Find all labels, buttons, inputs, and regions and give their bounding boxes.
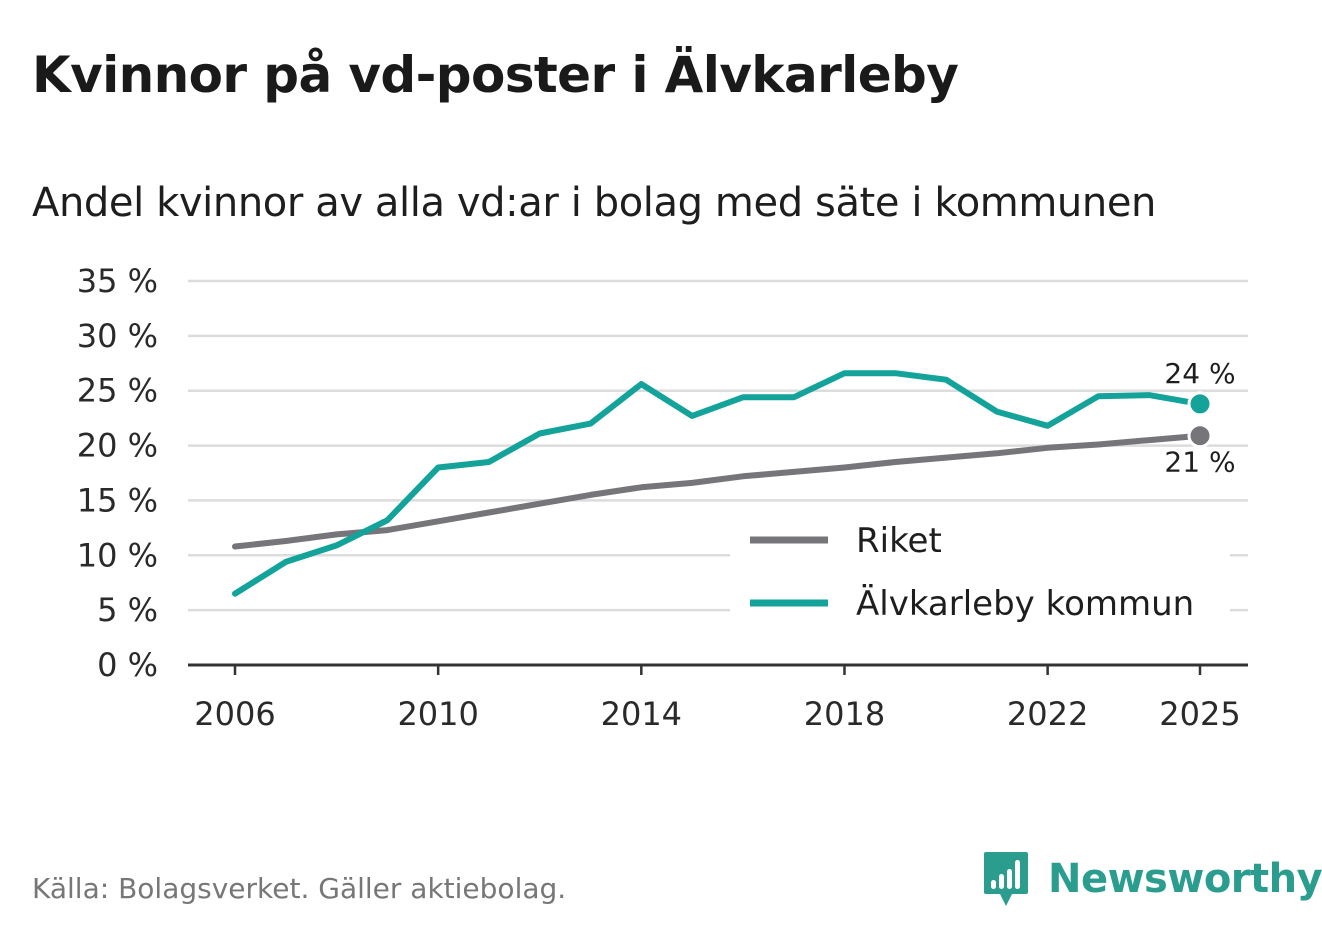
y-tick-label: 30 % xyxy=(77,317,158,355)
chart-subtitle: Andel kvinnor av alla vd:ar i bolag med … xyxy=(32,180,1156,226)
x-tick-label: 2018 xyxy=(804,695,885,733)
series-lines xyxy=(232,370,1213,597)
end-dot-riket xyxy=(1187,423,1213,449)
legend-label-alvkarleby: Älvkarleby kommun xyxy=(856,584,1194,624)
legend: Riket Älvkarleby kommun xyxy=(730,515,1230,643)
x-tick-label: 2022 xyxy=(1007,695,1088,733)
series-line-alvkarleby xyxy=(232,370,1203,597)
legend-background xyxy=(730,515,1230,643)
brand-name: Newsworthy xyxy=(1048,856,1322,902)
x-tick-label: 2010 xyxy=(397,695,478,733)
bar-chart-speech-bubble-icon xyxy=(984,852,1028,906)
source-note: Källa: Bolagsverket. Gäller aktiebolag. xyxy=(32,872,567,905)
y-tick-label: 20 % xyxy=(77,427,158,465)
y-tick-label: 25 % xyxy=(77,372,158,410)
y-tick-label: 0 % xyxy=(97,646,158,684)
chart-title: Kvinnor på vd-poster i Älvkarleby xyxy=(32,46,959,104)
y-tick-label: 15 % xyxy=(77,481,158,519)
series-line-riket xyxy=(232,432,1203,550)
y-tick-label: 35 % xyxy=(77,262,158,300)
y-axis-ticks: 0 % 5 % 10 % 15 % 20 % 25 % 30 % 35 % xyxy=(77,262,158,684)
end-label-riket: 21 % xyxy=(1164,446,1235,479)
x-axis-ticks: 2006 2010 2014 2018 2022 2025 xyxy=(194,665,1241,733)
x-tick-label: 2006 xyxy=(194,695,275,733)
end-label-alvkarleby: 24 % xyxy=(1164,357,1235,390)
x-tick-label: 2025 xyxy=(1159,695,1240,733)
end-dot-alvkarleby xyxy=(1187,391,1213,417)
y-tick-label: 10 % xyxy=(77,536,158,574)
y-tick-label: 5 % xyxy=(97,591,158,629)
x-tick-label: 2014 xyxy=(601,695,682,733)
end-labels: 21 % 24 % xyxy=(1164,357,1235,479)
legend-label-riket: Riket xyxy=(856,521,942,561)
brand-logo: Newsworthy xyxy=(982,850,1322,908)
